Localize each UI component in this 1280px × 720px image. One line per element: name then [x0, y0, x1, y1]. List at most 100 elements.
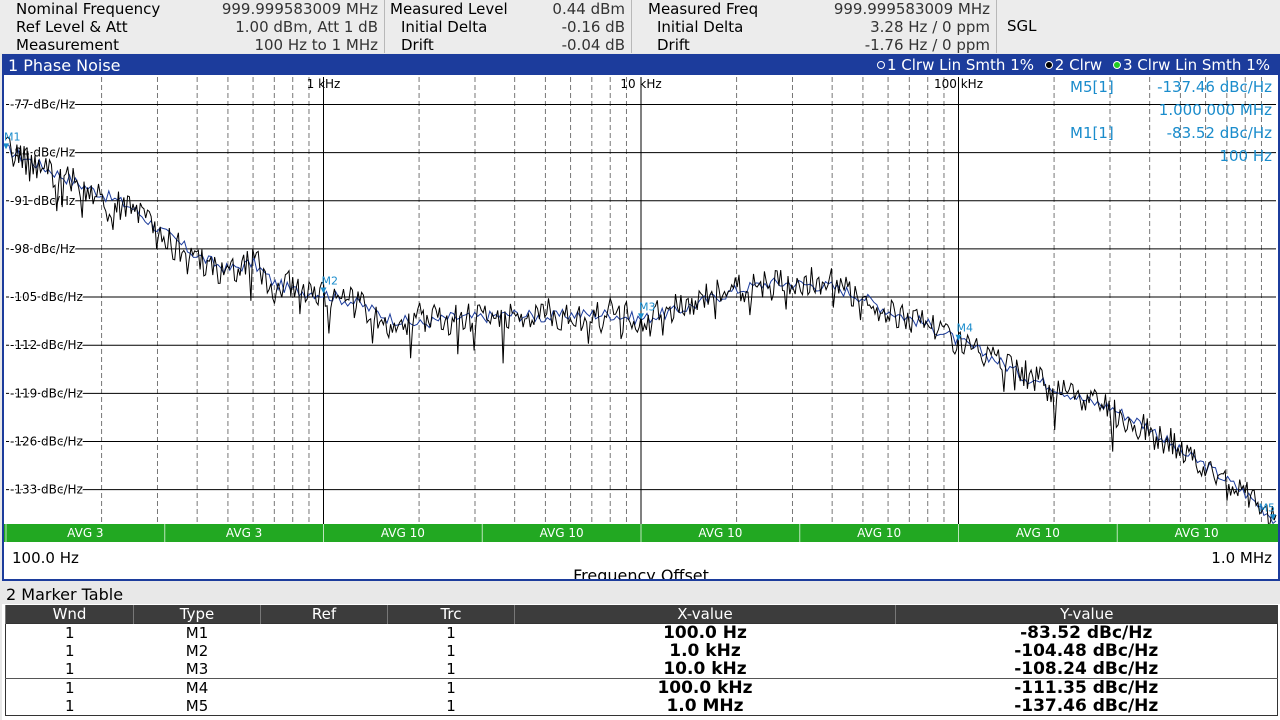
table-row[interactable]: 1 M3 1 10.0 kHz -108.24 dBc/Hz [6, 660, 1278, 679]
avg-label: AVG 10 [381, 526, 425, 540]
trace1-indicator-icon[interactable] [876, 61, 885, 69]
marker-readout-freq: 100 Hz [1219, 147, 1272, 165]
trace2-indicator-icon[interactable] [1044, 61, 1053, 69]
nominal-frequency-value[interactable]: 999.999583009 MHz [221, 0, 378, 18]
y-tick-label: -84 dBc/Hz [10, 146, 75, 160]
cell-wnd: 1 [64, 624, 75, 642]
cell-type: M3 [185, 660, 209, 678]
cell-type: M2 [185, 642, 209, 660]
initial-delta-level-label: Initial Delta [401, 18, 488, 36]
y-tick-label: -77 dBc/Hz [10, 98, 75, 112]
measured-freq-value: 999.999583009 MHz [833, 0, 990, 18]
header-block-settings: Nominal Frequency 999.999583009 MHz Ref L… [0, 0, 385, 54]
marker-triangle-icon [4, 143, 9, 150]
cell-x-value: 100.0 Hz [663, 623, 747, 643]
y-tick-label: -119 dBc/Hz [10, 386, 83, 400]
trace3-indicator-icon[interactable] [1112, 61, 1121, 69]
cell-type: M5 [185, 697, 209, 715]
marker-readout-name: M5[1] [1070, 78, 1114, 96]
trace1-label[interactable]: 1 Clrw Lin Smth 1% [886, 56, 1034, 74]
avg-label: AVG 10 [1175, 526, 1219, 540]
avg-label: AVG 10 [1016, 526, 1060, 540]
measured-freq-label: Measured Freq [648, 0, 759, 18]
cell-wnd: 1 [64, 697, 75, 715]
sweep-mode-badge[interactable]: SGL [1007, 17, 1037, 35]
marker-readout-level: -83.52 dBc/Hz [1167, 124, 1273, 142]
col-header-type: Type [133, 605, 261, 624]
marker-table-title: 2 Marker Table [2, 586, 1280, 604]
initial-delta-level-value: -0.16 dB [561, 18, 625, 36]
marker-triangle-icon [320, 287, 327, 294]
marker-readout-name: M1[1] [1070, 124, 1114, 142]
initial-delta-freq-label: Initial Delta [657, 18, 744, 36]
cell-trc: 1 [446, 624, 456, 642]
y-tick-label: -105 dBc/Hz [10, 290, 83, 304]
marker-label: M5 [1259, 501, 1276, 514]
cell-ref [261, 697, 388, 716]
cell-y-value: -108.24 dBc/Hz [1014, 659, 1159, 679]
cell-ref [261, 624, 388, 643]
cell-trc: 1 [387, 678, 515, 697]
col-header-trc: Trc [387, 605, 515, 624]
marker-triangle-icon [955, 334, 962, 341]
drift-level-value: -0.04 dB [561, 36, 625, 54]
col-header-x-value: X-value [514, 605, 896, 624]
cell-type: M1 [185, 624, 209, 642]
x-tick-label: 1 kHz [307, 77, 341, 91]
cell-wnd: 1 [5, 678, 134, 697]
marker-table-window[interactable]: 2 Marker Table Wnd Type Ref Trc X-value … [2, 586, 1280, 720]
cell-y-value: -83.52 dBc/Hz [1020, 623, 1153, 643]
phase-noise-window[interactable]: 1 Phase Noise 1 Clrw Lin Smth 1% 2 Clrw … [2, 54, 1280, 581]
cell-y-value: -104.48 dBc/Hz [1014, 641, 1159, 661]
phase-noise-plot[interactable]: 1 kHz 10 kHz 100 kHz -77 dBc/Hz -84 dBc/Hz -9… [4, 75, 1278, 579]
cell-ref [261, 642, 388, 660]
cell-trc: 1 [446, 697, 456, 715]
header-block-freq: Measured Freq 999.999583009 MHz Initial D… [632, 0, 997, 54]
measurement-value[interactable]: 100 Hz to 1 MHz [254, 36, 378, 54]
start-frequency-label: 100.0 Hz [12, 549, 79, 567]
col-header-y-value: Y-value [895, 605, 1278, 624]
marker-label: M3 [639, 300, 656, 313]
y-tick-label: -98 dBc/Hz [10, 242, 75, 256]
avg-label: AVG 3 [226, 526, 262, 540]
trace-legend: 1 Clrw Lin Smth 1% 2 Clrw 3 Clrw Lin Smt… [871, 56, 1270, 75]
y-tick-label: -112 dBc/Hz [10, 338, 83, 352]
marker-readout-freq: 1.000 000 MHz [1159, 101, 1272, 119]
x-axis-title: Frequency Offset [573, 566, 709, 579]
cell-ref [260, 678, 388, 697]
window-title: 1 Phase Noise [4, 56, 1278, 75]
table-row[interactable]: 1 M4 1 100.0 kHz -111.35 dBc/Hz [5, 678, 1278, 697]
cell-trc: 1 [446, 642, 456, 660]
trace2-label[interactable]: 2 Clrw [1054, 56, 1103, 74]
y-tick-label: -91 dBc/Hz [10, 194, 75, 208]
table-row[interactable]: 1 M1 1 100.0 Hz -83.52 dBc/Hz [6, 624, 1278, 643]
marker-readout-level: -137.46 dBc/Hz [1157, 78, 1272, 96]
table-row[interactable]: 1 M2 1 1.0 kHz -104.48 dBc/Hz [6, 642, 1278, 660]
marker-label: M2 [322, 274, 339, 287]
cell-y-value: -111.35 dBc/Hz [895, 678, 1278, 697]
ref-level-value[interactable]: 1.00 dBm, Att 1 dB [235, 18, 378, 36]
marker-triangle-icon [638, 313, 644, 320]
cell-x-value: 1.0 kHz [669, 641, 741, 661]
header-block-level: Measured Level 0.44 dBm Initial Delta -0.1… [385, 0, 632, 54]
avg-label: AVG 3 [67, 526, 103, 540]
col-header-wnd: Wnd [5, 605, 134, 624]
drift-level-label: Drift [401, 36, 434, 54]
cell-ref [261, 660, 388, 679]
col-header-ref: Ref [260, 605, 388, 624]
cell-x-value: 10.0 kHz [663, 659, 747, 679]
cell-x-value: 100.0 kHz [514, 678, 896, 697]
table-row[interactable]: 1 M5 1 1.0 MHz -137.46 dBc/Hz [6, 697, 1278, 716]
nominal-frequency-label: Nominal Frequency [16, 0, 161, 18]
avg-label: AVG 10 [857, 526, 901, 540]
avg-label: AVG 10 [540, 526, 584, 540]
marker-label: M1 [4, 130, 21, 143]
trace3-label[interactable]: 3 Clrw Lin Smth 1% [1122, 56, 1270, 74]
measured-level-label: Measured Level [390, 0, 508, 18]
drift-freq-value: -1.76 Hz / 0 ppm [864, 36, 990, 54]
cell-y-value: -137.46 dBc/Hz [1014, 696, 1159, 716]
cell-x-value: 1.0 MHz [666, 696, 744, 716]
ref-level-label: Ref Level & Att [16, 18, 128, 36]
initial-delta-freq-value: 3.28 Hz / 0 ppm [870, 18, 990, 36]
